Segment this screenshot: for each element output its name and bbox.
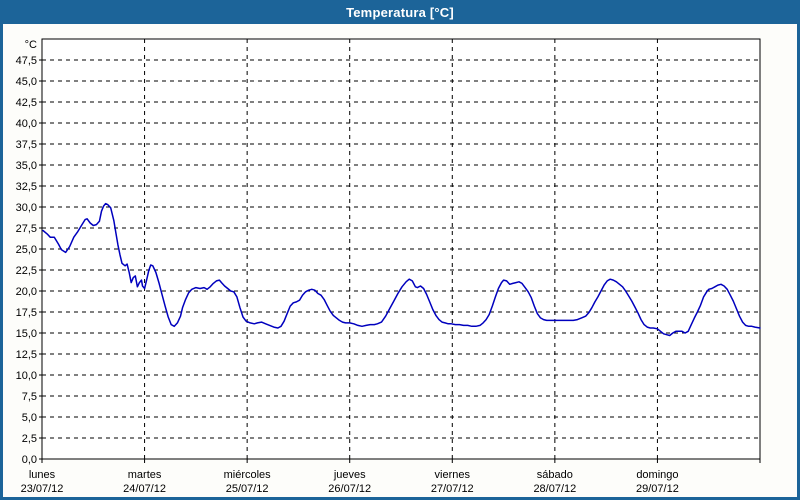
window-titlebar: Temperatura [°C] <box>0 0 800 24</box>
chart-panel <box>3 24 797 497</box>
window-title: Temperatura [°C] <box>346 4 454 20</box>
